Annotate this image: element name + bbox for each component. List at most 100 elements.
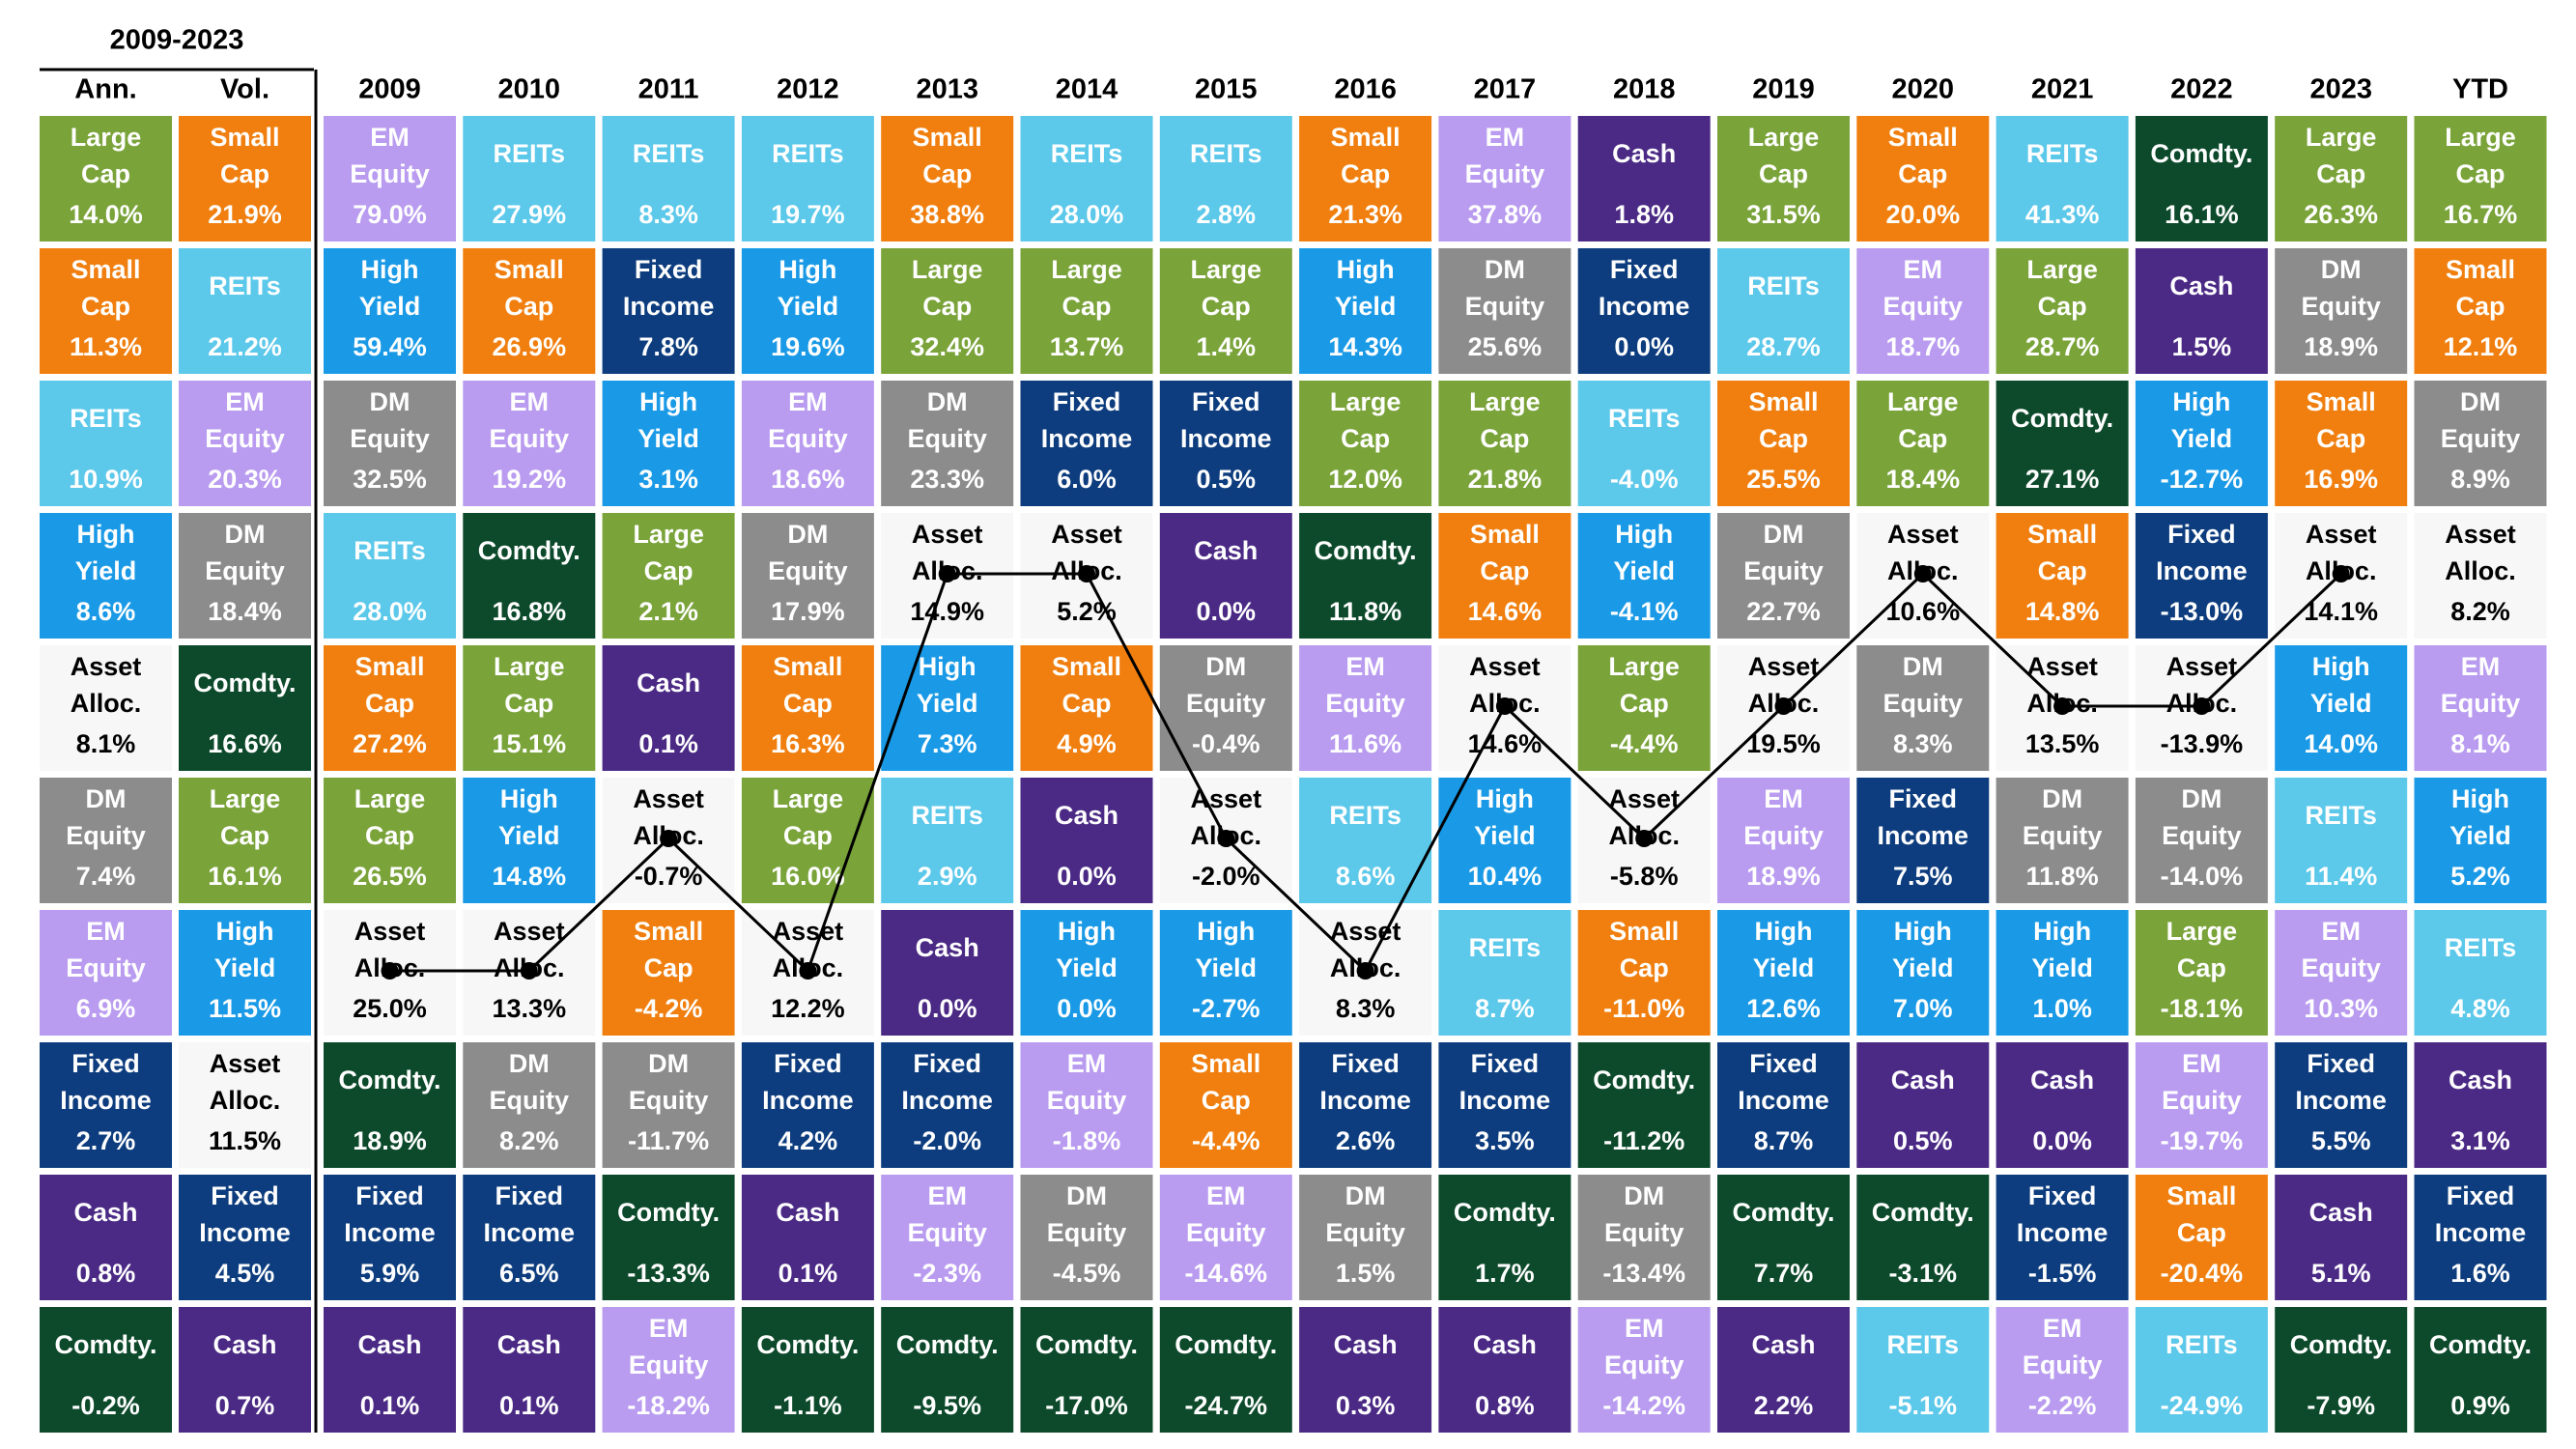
cell [602,1175,735,1300]
cell-value: 14.6% [1468,597,1543,626]
cell-value: -11.0% [1603,994,1684,1023]
cell-value: 0.0% [918,994,977,1023]
cell [1717,248,1850,374]
cell-value: 20.0% [1886,200,1961,229]
cell-value: -5.1% [1889,1391,1958,1420]
cell-label: REITs [633,139,705,168]
cell [2414,116,2547,242]
cell [1159,1042,1292,1168]
cell-value: -2.0% [913,1126,981,1155]
cell-label: Small Cap [210,123,279,188]
cell-label: Cash [776,1198,839,1227]
cell [40,513,172,639]
cell [2275,1175,2408,1300]
cell [2275,778,2408,903]
column-header: 2021 [2031,74,2094,105]
cell [2414,381,2547,506]
cell-label: Large Cap [1051,255,1122,321]
cell-label: Small Cap [2307,387,2376,453]
cell-value: -7.9% [2307,1391,2375,1420]
cell-label: Large Cap [2306,123,2377,188]
cell-value: 7.0% [1893,994,1953,1023]
cell-label: DM Equity [629,1049,709,1115]
cell-value: 6.5% [499,1259,559,1288]
cell-label: EM Equity [1047,1049,1127,1115]
cell [1996,248,2129,374]
cell-label: REITs [354,536,426,565]
cell-value: -13.0% [2161,597,2244,626]
cell-label: REITs [209,271,281,300]
cell-value: -12.7% [2161,465,2244,494]
cell-label: DM Equity [205,520,285,585]
cell-label: Cash [212,1330,276,1359]
allocation-dot [660,830,678,847]
cell-value: 11.6% [1329,729,1401,758]
cell [602,381,735,506]
cell [1159,1307,1292,1433]
column-header: YTD [2452,74,2508,105]
cell [40,381,172,506]
cell [1299,778,1432,903]
cell-value: 27.9% [493,200,567,229]
cell-label: Cash [1334,1330,1398,1359]
cell-label: Large Cap [2445,123,2516,188]
cell-label: Fixed Income [1319,1049,1411,1115]
cell [1996,513,2129,639]
cell [324,1175,456,1300]
cell-value: 59.4% [353,332,427,361]
cell-label: Fixed Income [1180,387,1272,453]
allocation-dot [1356,962,1374,980]
cell-value: 0.5% [1197,465,1257,494]
cell-value: 14.3% [1328,332,1402,361]
cell [881,1307,1014,1433]
cell [1020,910,1153,1036]
cell [1856,778,1990,903]
cell-label: REITs [2305,801,2377,830]
cell-value: 4.2% [778,1126,838,1155]
cell-value: 14.8% [493,862,567,891]
cell-value: 21.3% [1328,200,1402,229]
column-header: 2013 [916,74,978,105]
cell-label: REITs [1190,139,1262,168]
cell [1996,910,2129,1036]
cell [463,513,596,639]
cell [1438,778,1571,903]
cell [741,248,874,374]
column-header: 2022 [2170,74,2233,105]
cell-label: Cash [916,933,979,962]
cell-label: EM Equity [350,123,430,188]
cell-value: -14.6% [1185,1259,1268,1288]
cell-value: 14.9% [910,597,984,626]
cell [2414,1307,2547,1433]
cell [1717,116,1850,242]
cell-label: Large Cap [633,520,704,585]
cell-value: 32.5% [353,465,427,494]
cell [1996,778,2129,903]
cell [463,381,596,506]
cell [1856,1307,1990,1433]
cell-value: 8.2% [499,1126,559,1155]
cell [1438,1042,1571,1168]
cell-label: Comdty. [2290,1330,2392,1359]
cell-label: High Yield [917,652,978,718]
cell-label: Fixed Income [901,1049,993,1115]
cell-label: Small Cap [634,917,703,982]
cell-value: 8.3% [1893,729,1953,758]
cell-value: -13.4% [1602,1259,1685,1288]
cell [1996,1042,2129,1168]
cell-label: High Yield [2310,652,2372,718]
cell [1159,1175,1292,1300]
cell-label: EM Equity [2301,917,2381,982]
cell-value: -13.3% [627,1259,710,1288]
cell-value: 25.5% [1746,465,1821,494]
cell-value: 6.0% [1057,465,1117,494]
cell [1299,1307,1432,1433]
cell-value: -24.9% [2161,1391,2244,1420]
cell-value: -4.4% [1610,729,1679,758]
cell [2275,1307,2408,1433]
cell-label: DM Equity [1325,1181,1405,1247]
cell [324,248,456,374]
cell [602,116,735,242]
cell-value: 15.1% [493,729,567,758]
